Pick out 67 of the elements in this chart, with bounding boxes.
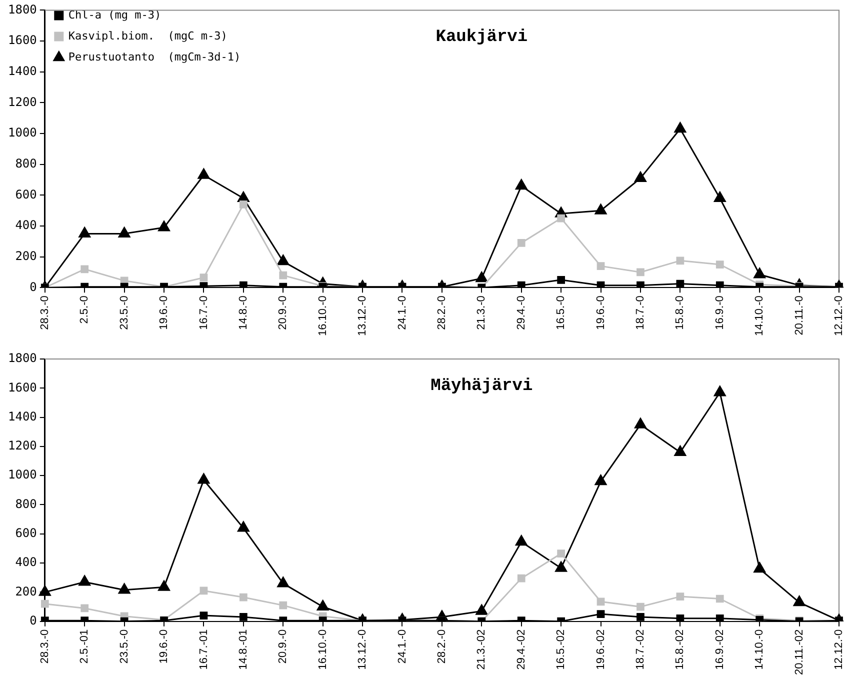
x-tick-label: 16.9.-0 (714, 296, 726, 330)
x-tick-label: 20.11.-0 (793, 296, 806, 336)
y-tick-label: 1800 (8, 351, 37, 366)
x-tick-label: 29.4.-0 (515, 296, 528, 330)
x-tick-label: 14.10.-0 (754, 629, 766, 670)
text: Kaukjärvi (436, 28, 528, 47)
y-tick-label: 200 (15, 248, 37, 263)
x-tick-label: 19.6.-0 (158, 629, 170, 664)
y-tick-label: 1400 (8, 409, 37, 424)
y-tick-label: 800 (15, 156, 37, 170)
y-tick-label: 800 (15, 496, 37, 511)
x-tick-label: 16.10.-0 (316, 296, 329, 336)
y-tick-label: 1000 (8, 126, 37, 140)
x-tick-label: 14.10.-0 (754, 296, 766, 336)
x-tick-label: 20.11.-02 (793, 629, 806, 676)
x-tick-label: 16.5.-02 (555, 629, 568, 670)
y-tick-label: 1200 (8, 438, 37, 453)
x-tick-label: 15.8.-02 (674, 629, 686, 670)
y-tick-label: 1400 (8, 64, 37, 78)
x-tick-label: 2.5.-01 (78, 629, 91, 664)
x-tick-label: 23.5.-0 (118, 296, 130, 330)
y-tick-label: 400 (15, 555, 37, 570)
x-tick-label: 29.4.-02 (515, 629, 528, 670)
x-tick-label: 24.1.-0 (396, 629, 408, 664)
x-tick-label: 24.1.-0 (396, 296, 408, 330)
y-tick-label: 600 (15, 187, 37, 202)
x-tick-label: 13.12.-0 (356, 296, 369, 336)
legend-label: Perustuotanto (mgCm-3d-1) (68, 50, 241, 64)
y-tick-label: 0 (30, 280, 37, 294)
x-tick-label: 21.3.-02 (476, 629, 488, 670)
x-tick-label: 28.3.-0 (38, 629, 51, 664)
x-tick-label: 20.9.-0 (277, 296, 290, 330)
x-tick-label: 16.10.-0 (316, 629, 329, 670)
y-tick-label: 1000 (8, 468, 37, 482)
text: Mäyhäjärvi (430, 376, 533, 396)
y-tick-label: 1600 (8, 380, 37, 394)
x-tick-label: 28.3.-0 (38, 296, 51, 330)
x-tick-label: 18.7.-0 (634, 296, 647, 330)
x-tick-label: 20.9.-0 (277, 629, 290, 664)
y-tick-label: 0 (30, 613, 37, 628)
legend-label: Kasvipl.biom. (mgC m-3) (68, 29, 228, 42)
y-tick-label: 1200 (8, 94, 37, 109)
x-tick-label: 16.7.-01 (198, 629, 210, 670)
x-tick-label: 19.6.-02 (594, 629, 607, 670)
x-tick-label: 12.12.-0 (833, 296, 846, 336)
y-tick-label: 1800 (8, 2, 37, 16)
legend-label: Chl-a (mg m-3) (68, 8, 162, 22)
x-tick-label: 12.12.-0 (833, 629, 846, 670)
x-tick-label: 2.5.-0 (78, 296, 91, 324)
x-tick-label: 14.8.-01 (237, 629, 250, 670)
x-tick-label: 28.2.-0 (436, 296, 448, 330)
x-tick-label: 28.2.-0 (436, 629, 448, 664)
y-tick-label: 1600 (8, 33, 37, 48)
x-tick-label: 16.5.-0 (555, 296, 568, 330)
x-tick-label: 15.8.-0 (674, 296, 686, 330)
y-tick-label: 400 (15, 218, 37, 232)
x-tick-label: 19.6.-0 (594, 296, 607, 330)
x-tick-label: 19.6.-0 (158, 296, 170, 330)
y-tick-label: 600 (15, 526, 37, 540)
y-tick-label: 200 (15, 584, 37, 598)
x-tick-label: 21.3.-0 (476, 296, 488, 330)
x-tick-label: 16.7.-0 (198, 296, 210, 330)
x-tick-label: 13.12.-0 (356, 629, 369, 670)
x-tick-label: 14.8.-0 (237, 296, 250, 330)
x-tick-label: 23.5.-0 (118, 629, 130, 664)
x-tick-label: 18.7.-02 (634, 629, 647, 670)
x-tick-label: 16.9.-02 (714, 629, 726, 670)
